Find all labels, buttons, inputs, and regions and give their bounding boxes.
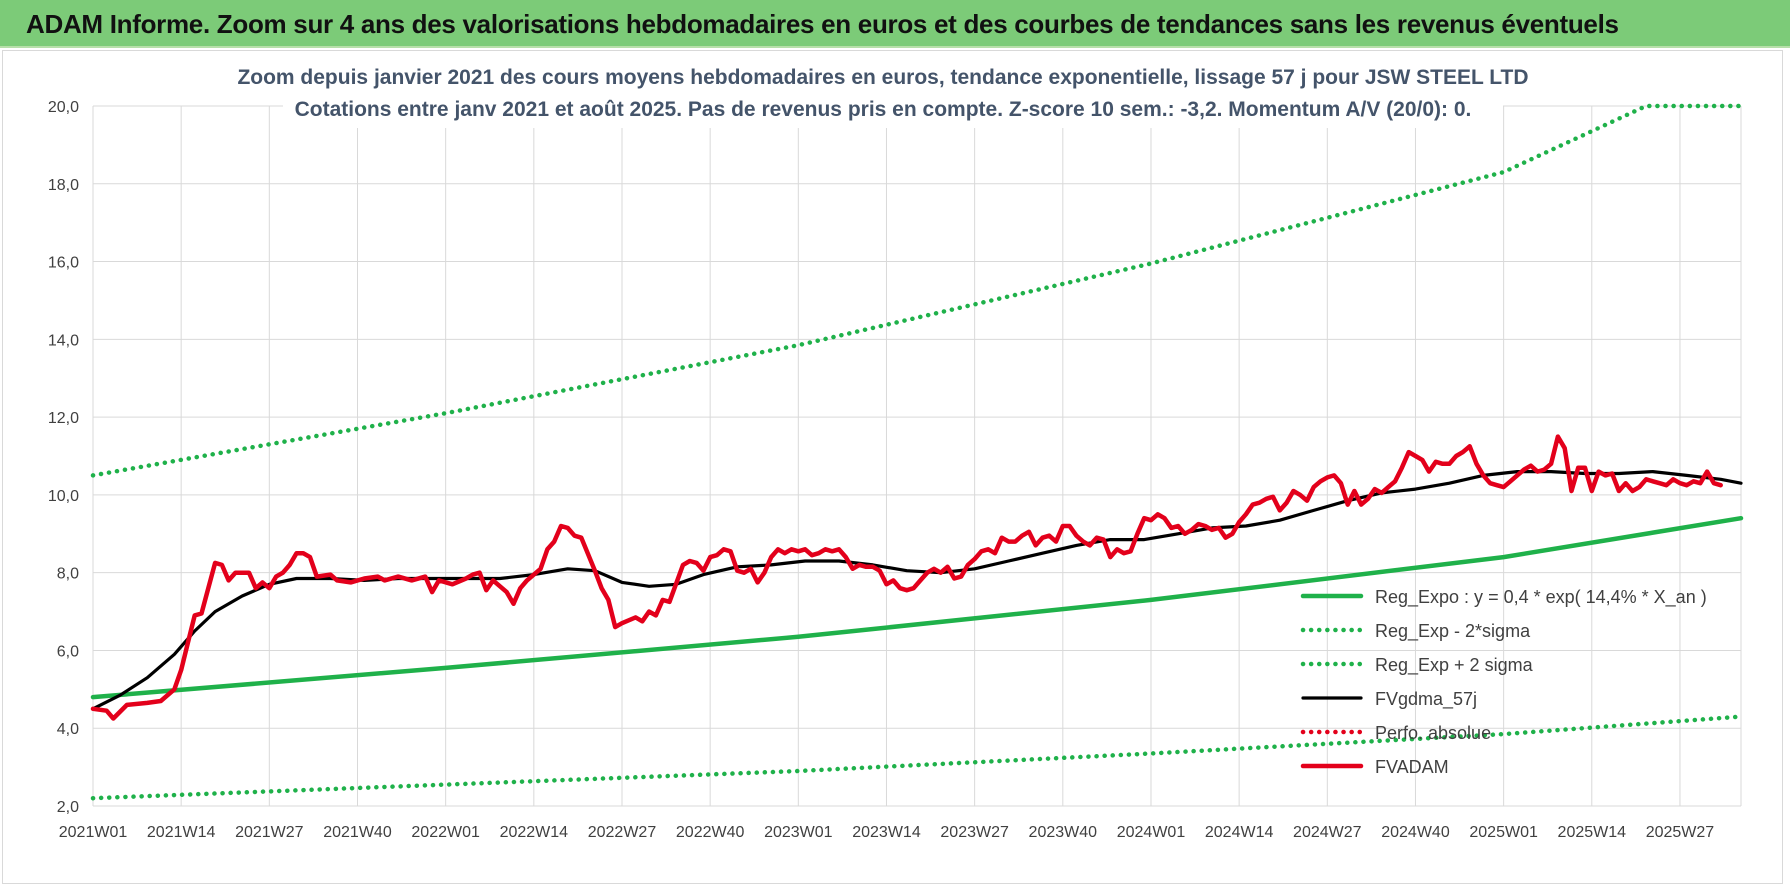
x-tick-label: 2021W14 <box>147 824 216 841</box>
series-line-fvadam <box>90 434 1723 721</box>
y-tick-label: 10,0 <box>48 488 79 505</box>
x-tick-label: 2022W14 <box>500 824 569 841</box>
x-tick-label: 2022W01 <box>411 824 480 841</box>
legend-entry: Reg_Exp + 2 sigma <box>1375 655 1534 676</box>
x-tick-label: 2025W01 <box>1469 824 1538 841</box>
x-tick-label: 2023W01 <box>764 824 833 841</box>
y-tick-label: 4,0 <box>57 721 79 738</box>
legend-entry: FVADAM <box>1375 757 1449 777</box>
series-line-reg-expo-y-0-4-exp-14-4-x-an <box>90 515 1744 700</box>
chart-legend: Reg_Expo : y = 0,4 * exp( 14,4% * X_an )… <box>1300 587 1707 777</box>
plot-area <box>90 103 1744 801</box>
y-tick-label: 2,0 <box>57 799 79 816</box>
series-line-reg-exp-2-sigma <box>90 103 1744 478</box>
x-tick-label: 2021W27 <box>235 824 304 841</box>
chart-svg: 2,0 4,0 6,0 8,0 10,0 12,0 14,0 16,0 18,0 20,0 202… <box>48 56 1744 841</box>
x-tick-label: 2023W40 <box>1029 824 1098 841</box>
x-tick-label: 2021W01 <box>59 824 128 841</box>
legend-entry: Perfo. absolue <box>1375 723 1491 743</box>
y-tick-label: 18,0 <box>48 177 79 194</box>
chart-title: Zoom depuis janvier 2021 des cours moyen… <box>237 66 1528 89</box>
chart-frame: 2,0 4,0 6,0 8,0 10,0 12,0 14,0 16,0 18,0 20,0 202… <box>2 50 1783 884</box>
x-tick-label: 2024W40 <box>1381 824 1450 841</box>
legend-entry: Reg_Expo : y = 0,4 * exp( 14,4% * X_an ) <box>1375 587 1707 608</box>
report-banner: ADAM Informe. Zoom sur 4 ans des valoris… <box>0 0 1790 48</box>
x-tick-label: 2021W40 <box>323 824 392 841</box>
y-tick-label: 8,0 <box>57 566 79 583</box>
y-tick-label: 20,0 <box>48 99 79 116</box>
x-tick-label: 2022W27 <box>588 824 657 841</box>
chart-grid <box>92 105 1742 807</box>
y-tick-label: 14,0 <box>48 332 79 349</box>
x-tick-label: 2025W14 <box>1558 824 1627 841</box>
title-background <box>283 56 1503 128</box>
legend-entry: FVgdma_57j <box>1375 689 1477 710</box>
x-tick-label: 2023W27 <box>940 824 1009 841</box>
x-tick-label: 2024W27 <box>1293 824 1362 841</box>
legend-entry: Reg_Exp - 2*sigma <box>1375 621 1531 642</box>
x-tick-label: 2022W40 <box>676 824 745 841</box>
banner-title: ADAM Informe. Zoom sur 4 ans des valoris… <box>26 9 1619 39</box>
x-axis-ticks: 2021W01 2021W14 2021W27 2021W40 2022W01 2022W… <box>59 824 1715 841</box>
x-tick-label: 2023W14 <box>852 824 921 841</box>
x-tick-label: 2024W01 <box>1117 824 1186 841</box>
x-tick-label: 2025W27 <box>1646 824 1715 841</box>
x-tick-label: 2024W14 <box>1205 824 1274 841</box>
y-axis-ticks: 2,0 4,0 6,0 8,0 10,0 12,0 14,0 16,0 18,0 20,0 <box>48 99 79 816</box>
series-line-reg-exp-2-sigma <box>90 714 1744 801</box>
y-tick-label: 6,0 <box>57 643 79 660</box>
y-tick-label: 16,0 <box>48 255 79 272</box>
y-tick-label: 12,0 <box>48 410 79 427</box>
chart-subtitle: Cotations entre janv 2021 et août 2025. … <box>295 98 1472 121</box>
